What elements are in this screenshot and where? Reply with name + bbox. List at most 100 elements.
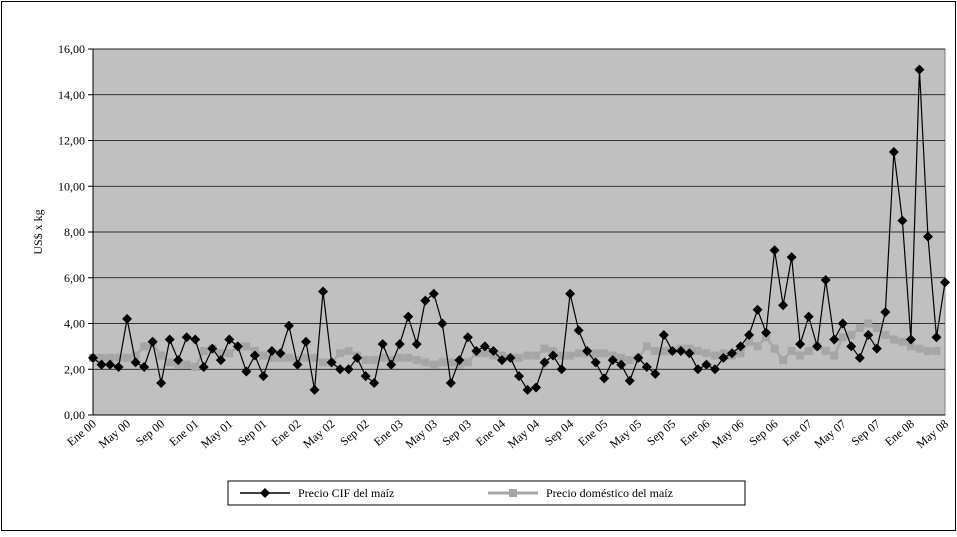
- legend-marker: [260, 488, 270, 498]
- data-point: [523, 351, 532, 360]
- data-point: [496, 355, 507, 366]
- data-point: [898, 337, 907, 346]
- data-point: [275, 348, 286, 359]
- data-point: [871, 343, 882, 354]
- data-point: [761, 327, 772, 338]
- data-point: [199, 346, 208, 355]
- data-point: [650, 368, 661, 379]
- y-tick-label: 16,00: [58, 42, 85, 56]
- data-point: [191, 362, 200, 371]
- data-point: [830, 351, 839, 360]
- data-point: [617, 353, 626, 362]
- data-point: [113, 361, 124, 372]
- data-point: [675, 345, 686, 356]
- y-tick-label: 10,00: [58, 179, 85, 193]
- data-point: [284, 353, 293, 362]
- data-point: [225, 349, 234, 358]
- data-point: [370, 356, 379, 365]
- data-point: [369, 377, 380, 388]
- data-point: [438, 358, 447, 367]
- data-point: [718, 352, 729, 363]
- y-tick-label: 14,00: [58, 88, 85, 102]
- data-point: [863, 329, 874, 340]
- data-point: [641, 361, 652, 372]
- data-point: [607, 355, 618, 366]
- data-point: [505, 352, 516, 363]
- data-point: [880, 307, 891, 318]
- y-tick-label: 2,00: [64, 362, 85, 376]
- data-point: [735, 341, 746, 352]
- data-point: [548, 350, 559, 361]
- data-point: [770, 344, 779, 353]
- data-point: [590, 357, 601, 368]
- data-point: [190, 334, 201, 345]
- data-point: [829, 334, 840, 345]
- data-point: [97, 353, 106, 362]
- legend-label: Precio CIF del maíz: [298, 486, 394, 500]
- data-point: [692, 364, 703, 375]
- data-point: [906, 342, 915, 351]
- data-point: [624, 375, 635, 386]
- data-point: [207, 343, 218, 354]
- data-point: [864, 319, 873, 328]
- data-point: [574, 349, 583, 358]
- data-point: [319, 358, 328, 367]
- data-point: [173, 355, 184, 366]
- data-point: [130, 357, 141, 368]
- data-point: [479, 341, 490, 352]
- y-axis-title: US$ x kg: [31, 209, 45, 254]
- data-point: [437, 318, 448, 329]
- data-point: [156, 377, 167, 388]
- data-point: [515, 353, 523, 362]
- data-point: [249, 350, 260, 361]
- data-point: [266, 345, 277, 356]
- data-point: [599, 373, 610, 384]
- data-point: [795, 339, 806, 350]
- data-point: [922, 231, 933, 242]
- data-point: [701, 359, 712, 370]
- data-point: [787, 346, 796, 355]
- y-tick-label: 0,00: [64, 408, 85, 422]
- data-point: [462, 332, 473, 343]
- data-point: [709, 364, 720, 375]
- data-point: [753, 342, 762, 351]
- data-point: [837, 318, 848, 329]
- data-point: [693, 346, 702, 355]
- data-point: [411, 339, 422, 350]
- data-point: [157, 351, 166, 360]
- data-point: [463, 358, 472, 367]
- data-point: [182, 360, 191, 369]
- data-point: [881, 330, 890, 339]
- data-point: [335, 364, 346, 375]
- data-point: [582, 345, 593, 356]
- data-point: [915, 344, 924, 353]
- data-point: [591, 349, 600, 358]
- data-point: [343, 364, 354, 375]
- data-point: [778, 300, 789, 311]
- data-point: [386, 359, 397, 370]
- data-point: [361, 356, 370, 365]
- data-point: [394, 339, 405, 350]
- data-point: [931, 332, 942, 343]
- data-point: [888, 146, 899, 157]
- data-point: [633, 352, 644, 363]
- data-point: [804, 346, 813, 355]
- data-point: [147, 336, 158, 347]
- data-point: [752, 304, 763, 315]
- data-point: [532, 351, 541, 360]
- data-point: [454, 355, 465, 366]
- data-point: [651, 346, 660, 355]
- data-point: [215, 355, 226, 366]
- data-point: [905, 334, 916, 345]
- data-point: [429, 360, 438, 369]
- data-point: [216, 349, 225, 358]
- data-point: [114, 353, 123, 362]
- data-point: [914, 64, 925, 75]
- data-point: [932, 346, 941, 355]
- y-tick-label: 12,00: [58, 134, 85, 148]
- data-point: [404, 353, 413, 362]
- data-point: [326, 357, 337, 368]
- data-point: [242, 342, 251, 351]
- data-point: [283, 320, 294, 331]
- data-point: [625, 356, 634, 365]
